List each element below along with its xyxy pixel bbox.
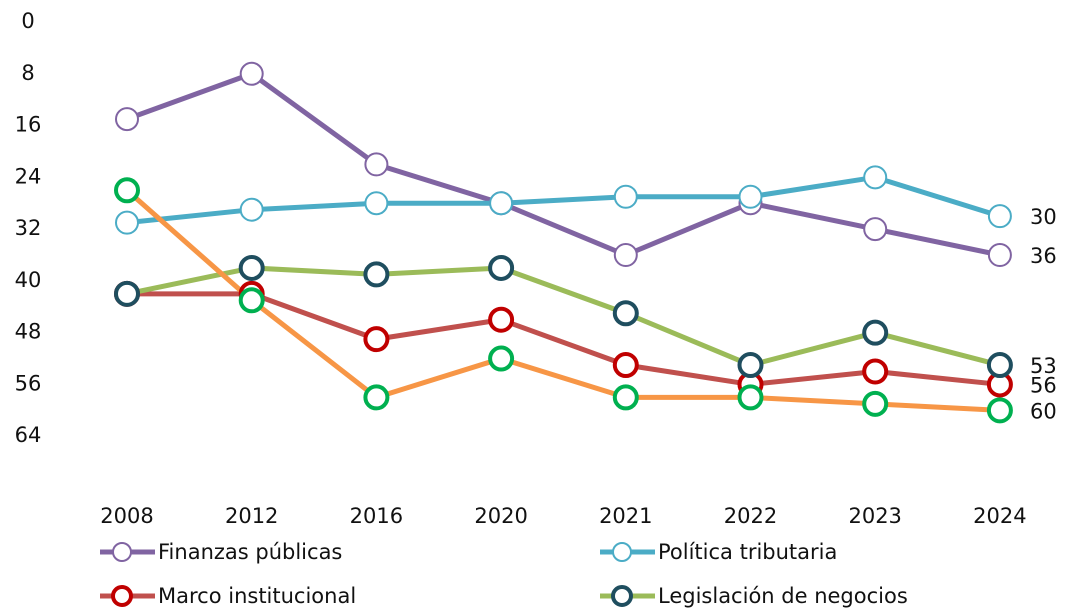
y-tick-label: 0 xyxy=(21,9,34,33)
marker xyxy=(987,243,1012,267)
marker xyxy=(987,204,1012,229)
marker xyxy=(862,390,889,417)
marker xyxy=(239,197,264,222)
marker xyxy=(612,352,639,379)
marker xyxy=(489,191,514,216)
marker xyxy=(488,254,515,281)
x-tick-label: 2022 xyxy=(724,504,777,528)
end-label: 60 xyxy=(1030,399,1057,423)
y-tick-label: 40 xyxy=(15,268,42,292)
marker xyxy=(986,397,1013,424)
x-tick-label: 2012 xyxy=(225,504,278,528)
legend-marker xyxy=(612,542,632,562)
marker xyxy=(488,306,515,333)
x-tick-label: 2024 xyxy=(973,504,1026,528)
marker xyxy=(738,184,763,209)
marker xyxy=(737,352,764,379)
legend-label: Marco institucional xyxy=(158,584,356,608)
series-line xyxy=(126,174,1001,226)
x-tick-label: 2020 xyxy=(474,504,527,528)
marker xyxy=(115,107,139,132)
marker xyxy=(613,184,638,209)
series-line xyxy=(126,265,1001,368)
x-tick-label: 2023 xyxy=(848,504,901,528)
marker xyxy=(364,191,389,216)
x-tick-label: 2008 xyxy=(100,504,153,528)
marker xyxy=(613,243,638,267)
marker xyxy=(612,384,639,411)
marker xyxy=(115,210,139,235)
marker xyxy=(238,254,265,281)
y-tick-label: 24 xyxy=(15,164,42,188)
y-tick-label: 32 xyxy=(15,216,42,240)
marker xyxy=(612,300,639,327)
marker xyxy=(863,217,888,242)
end-label: 53 xyxy=(1030,354,1057,378)
marker xyxy=(862,319,889,346)
legend-label: Política tributaria xyxy=(658,540,837,564)
x-tick-label: 2016 xyxy=(350,504,403,528)
end-label: 30 xyxy=(1030,205,1057,229)
marker xyxy=(363,384,390,411)
marker xyxy=(114,280,140,307)
legend-label: Finanzas públicas xyxy=(158,540,342,564)
end-label: 36 xyxy=(1030,244,1057,268)
y-tick-label: 56 xyxy=(15,371,42,395)
x-tick-label: 2021 xyxy=(599,504,652,528)
y-tick-label: 8 xyxy=(21,61,34,85)
marker xyxy=(986,352,1013,379)
y-tick-label: 64 xyxy=(15,423,42,447)
marker xyxy=(863,165,888,190)
y-tick-label: 48 xyxy=(15,320,42,344)
marker xyxy=(363,261,390,288)
marker xyxy=(238,287,265,314)
marker xyxy=(488,345,515,372)
legend-marker xyxy=(611,585,633,607)
series-line xyxy=(125,188,1001,413)
series-line xyxy=(127,291,1001,387)
marker xyxy=(363,326,390,353)
legend-label: Legislación de negocios xyxy=(658,584,908,608)
end-label: 56 xyxy=(1030,373,1057,397)
y-tick-label: 16 xyxy=(15,113,42,137)
marker xyxy=(737,384,764,411)
legend-marker xyxy=(112,542,132,562)
marker xyxy=(364,152,389,177)
marker xyxy=(239,61,264,86)
marker xyxy=(862,358,889,385)
legend-marker xyxy=(111,585,133,607)
marker xyxy=(114,177,140,204)
series-line xyxy=(126,71,1001,258)
